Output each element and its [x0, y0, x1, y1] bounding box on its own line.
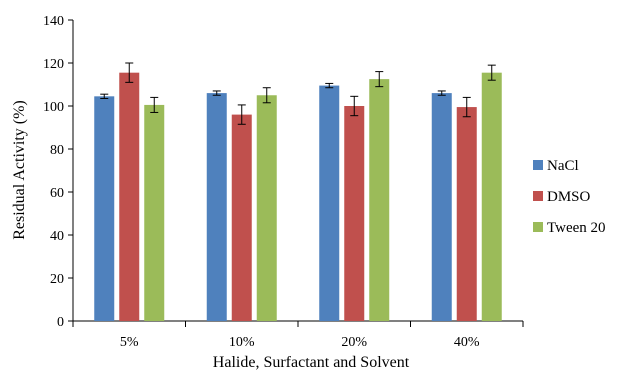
x-axis: 5% 10% 20% 40%	[72, 320, 524, 350]
legend-label-dmso: DMSO	[547, 189, 591, 205]
bar-nacl	[319, 85, 340, 321]
bars	[94, 62, 502, 321]
y-tick-label: 120	[43, 57, 64, 72]
x-axis-title: Halide, Surfactant and Solvent	[213, 354, 410, 371]
y-tick-label: 80	[50, 143, 64, 158]
legend-label-nacl: NaCl	[547, 158, 579, 174]
legend-label-tween-20: Tween 20	[547, 220, 606, 236]
bar-tween-20	[144, 104, 165, 321]
y-tick-label: 20	[50, 272, 64, 287]
bar-tween-20	[481, 72, 502, 321]
y-tick-label: 40	[50, 229, 64, 244]
x-tick-label: 40%	[454, 335, 480, 350]
y-tick-label: 100	[43, 100, 64, 115]
bar-nacl	[94, 96, 115, 321]
bar-nacl	[206, 93, 227, 321]
bar-dmso	[344, 106, 365, 321]
legend-swatch-dmso	[533, 191, 543, 201]
x-tick-label: 20%	[341, 335, 367, 350]
legend-swatch-nacl	[533, 160, 543, 170]
bar-tween-20	[369, 79, 390, 321]
y-axis: 0 20 40 60 80 100 120 140	[43, 14, 74, 330]
bar-dmso	[119, 72, 140, 321]
bar-nacl	[431, 93, 452, 321]
x-tick-label: 5%	[120, 335, 139, 350]
bar-dmso	[456, 107, 477, 321]
y-tick-label: 0	[57, 315, 64, 330]
y-tick-label: 60	[50, 186, 64, 201]
bar-tween-20	[256, 95, 277, 321]
y-tick-label: 140	[43, 14, 64, 29]
y-axis-title: Residual Activity (%)	[11, 100, 28, 240]
x-tick-label: 10%	[229, 335, 255, 350]
legend: NaCl DMSO Tween 20	[533, 158, 606, 236]
bar-dmso	[231, 114, 252, 321]
legend-swatch-tween-20	[533, 222, 543, 232]
